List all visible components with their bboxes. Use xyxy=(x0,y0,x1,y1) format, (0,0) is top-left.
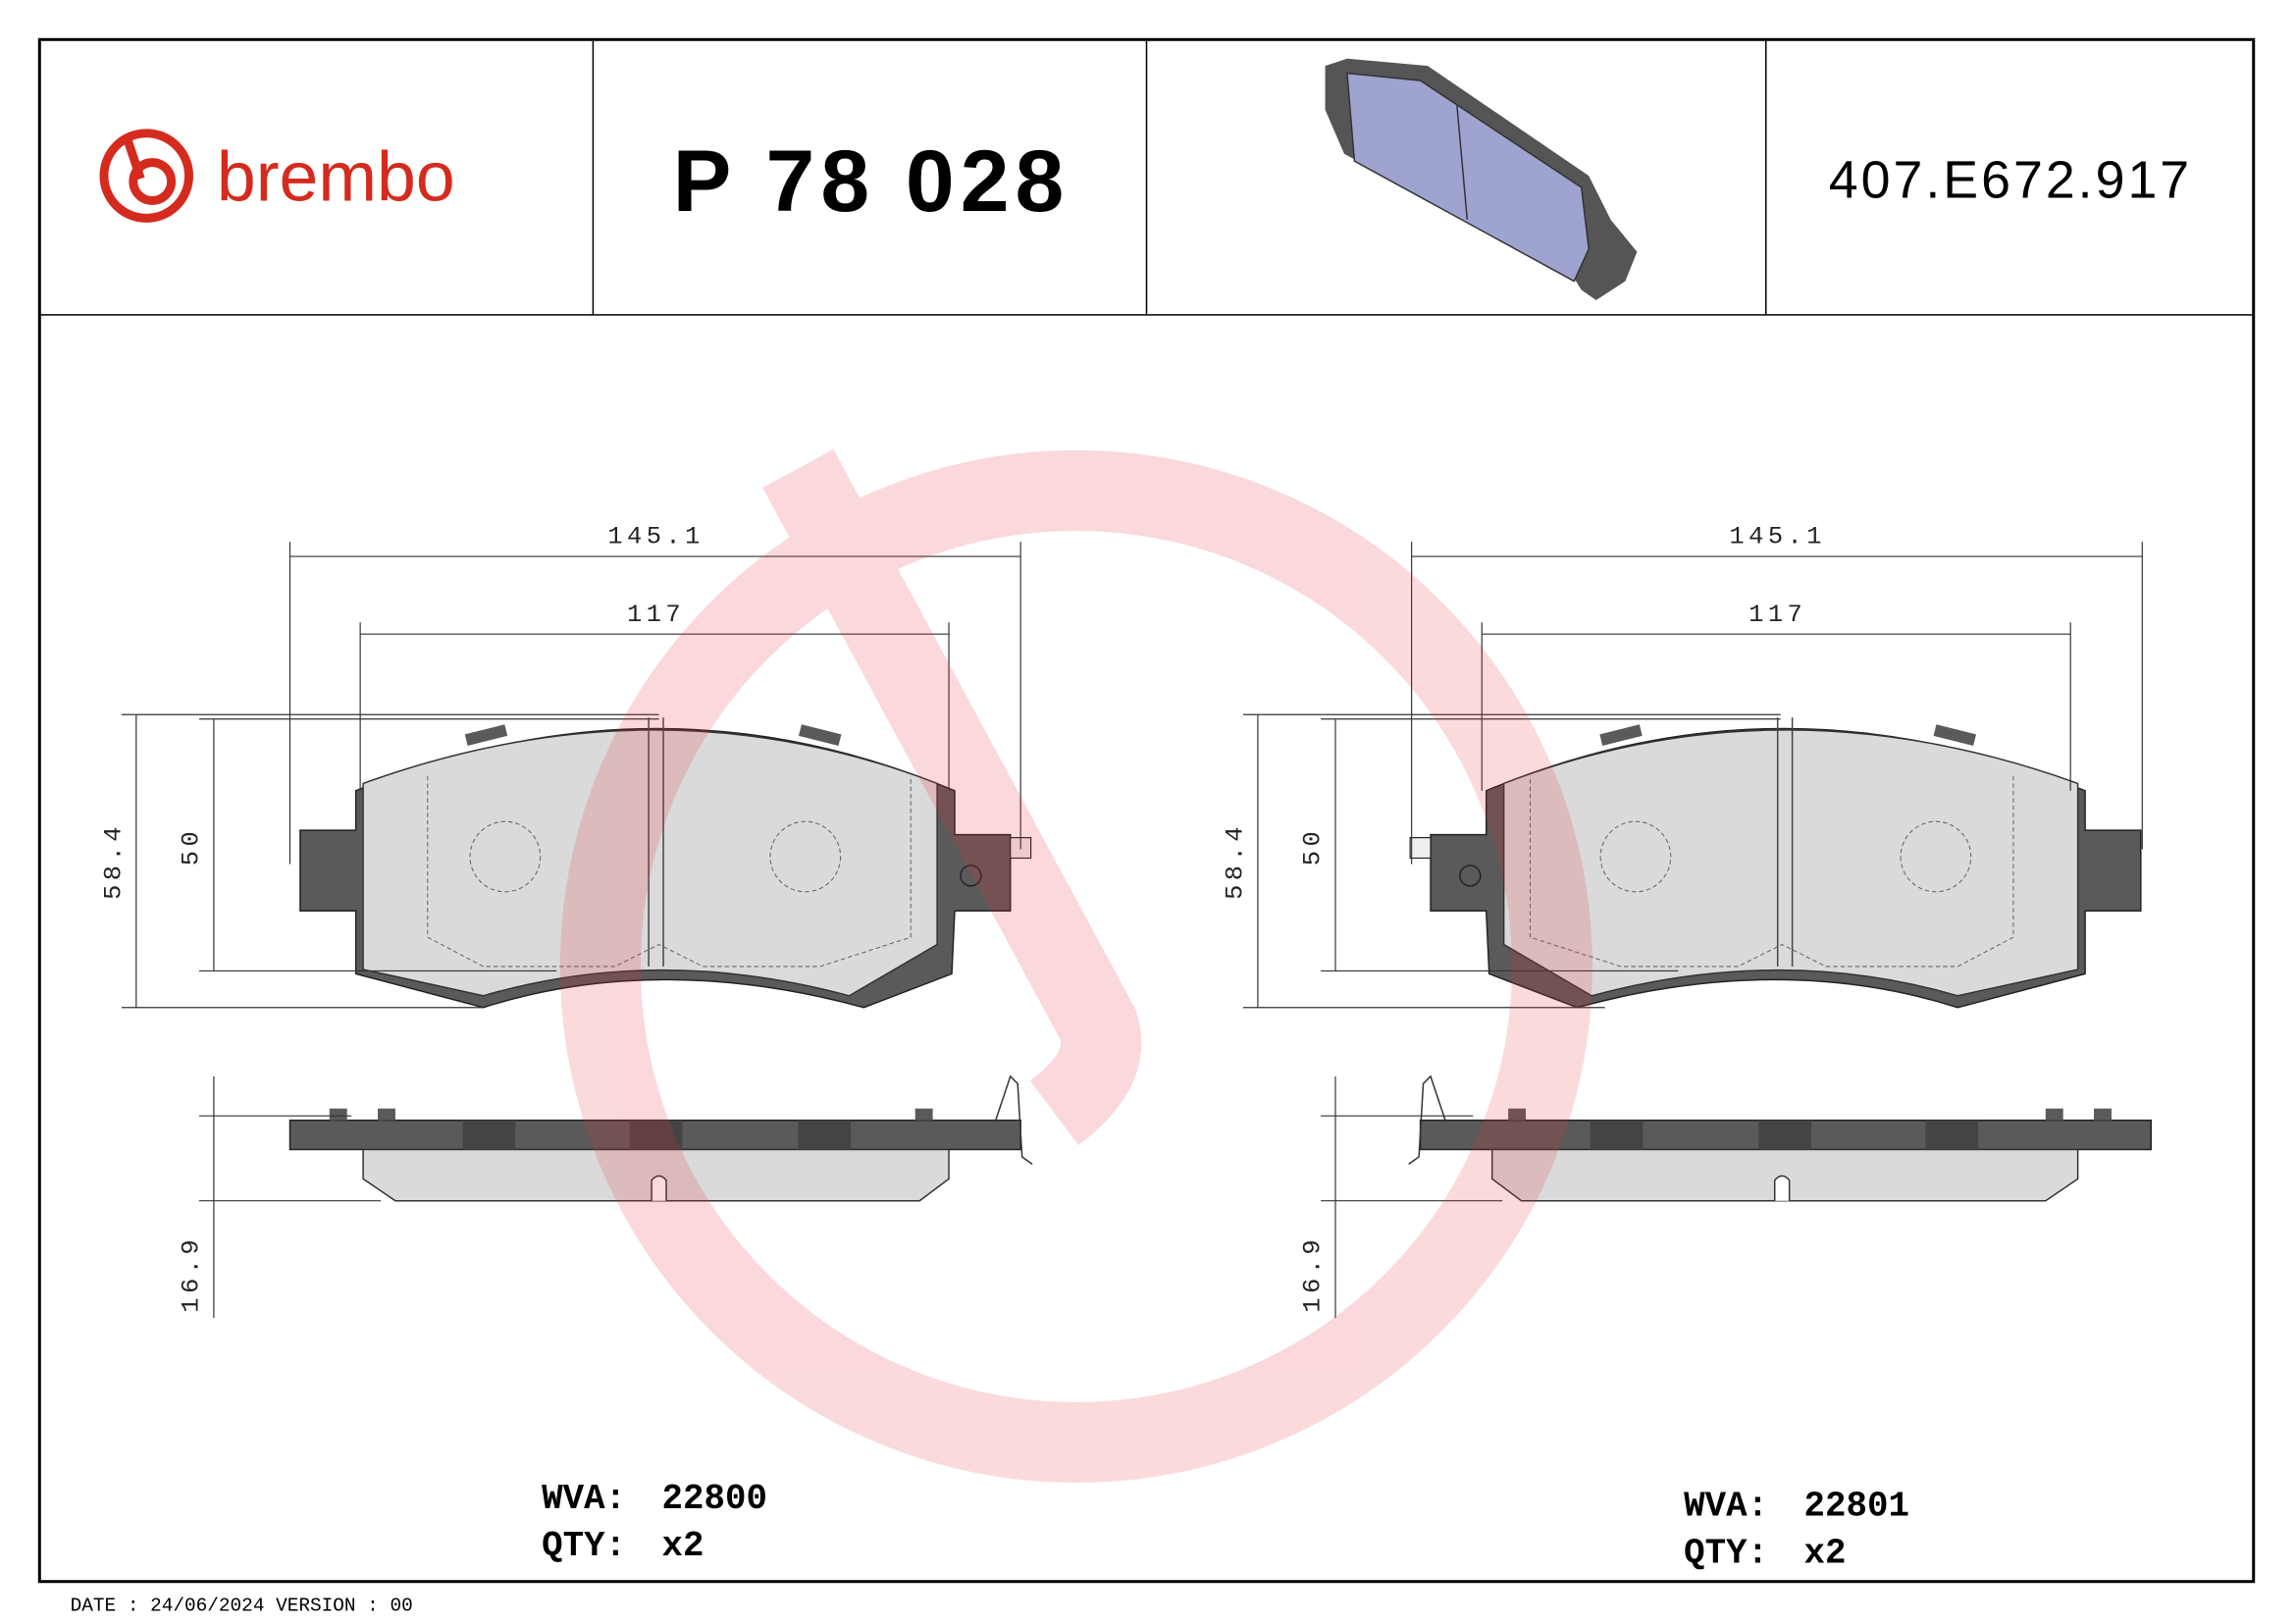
wva-value: 22800 xyxy=(662,1479,767,1519)
logo-icon xyxy=(99,129,193,223)
dimension-label: 58.4 xyxy=(99,822,128,900)
dimension-label: 50 xyxy=(177,827,205,865)
footer: DATE : 24/06/2024 VERSION : 00 xyxy=(71,1596,413,1617)
wva-label: WVA: xyxy=(542,1479,626,1519)
dimension-label: 16.9 xyxy=(177,1235,205,1313)
dimension-label: 145.1 xyxy=(607,523,704,551)
reference-code: 407.E672.917 xyxy=(1829,150,2192,209)
pad-thumbnail xyxy=(1325,58,1638,300)
dimension-label: 145.1 xyxy=(1729,523,1825,551)
dimension-label: 117 xyxy=(1748,601,1806,629)
logo-text: brembo xyxy=(217,137,455,216)
watermark xyxy=(559,449,1592,1483)
qty-label: QTY: xyxy=(542,1526,626,1566)
wva-value: 22801 xyxy=(1804,1487,1909,1527)
dimension-label: 58.4 xyxy=(1222,822,1250,900)
dimension-label: 117 xyxy=(627,601,685,629)
part-number: P 78 028 xyxy=(673,131,1070,230)
qty-label: QTY: xyxy=(1684,1533,1768,1573)
wva-label: WVA: xyxy=(1684,1487,1768,1527)
dimension-label: 16.9 xyxy=(1299,1235,1328,1313)
dimensions: 145.1 117 58.4 50 16.9 WVA: 22800 QTY: x2 145.1 11… xyxy=(99,523,2143,1573)
dimension-label: 50 xyxy=(1299,827,1328,865)
qty-value: x2 xyxy=(662,1526,704,1566)
qty-value: x2 xyxy=(1804,1533,1847,1573)
